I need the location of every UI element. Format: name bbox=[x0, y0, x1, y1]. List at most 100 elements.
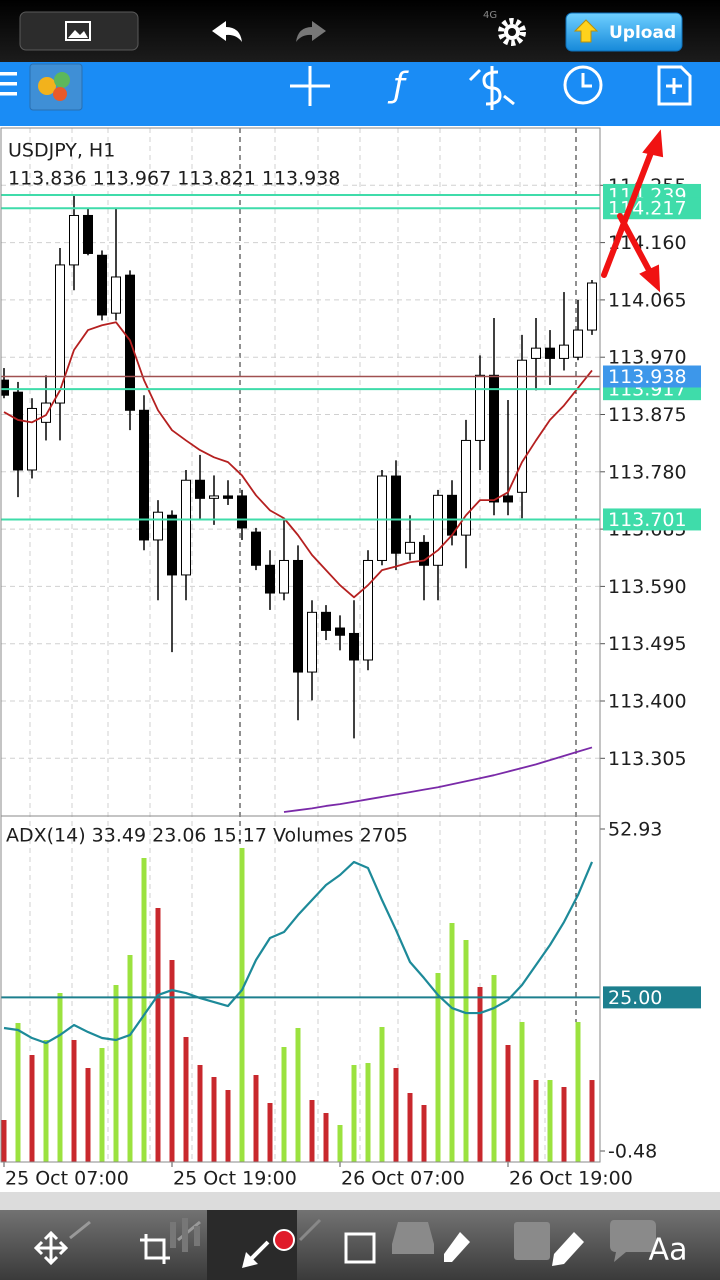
volume-bar bbox=[365, 1063, 371, 1162]
volume-bar bbox=[99, 1048, 105, 1162]
candle-body bbox=[1, 379, 9, 396]
volume-bar bbox=[71, 1040, 77, 1162]
candle-body bbox=[321, 611, 331, 631]
candle-body bbox=[363, 559, 373, 661]
volume-bar bbox=[533, 1080, 539, 1162]
chart-frame bbox=[0, 127, 601, 1163]
volume-bar bbox=[169, 960, 175, 1162]
toolbar bbox=[0, 62, 720, 126]
indicators-button[interactable]: ƒ bbox=[387, 66, 409, 106]
candle-body bbox=[559, 344, 569, 359]
move-tool[interactable] bbox=[33, 1220, 91, 1266]
volume-bar bbox=[393, 1068, 399, 1162]
app-logo[interactable] bbox=[29, 63, 83, 111]
y-tick-label: 52.93 bbox=[608, 819, 662, 841]
candle-body bbox=[139, 409, 149, 541]
candle-body bbox=[27, 407, 37, 471]
level-label: 113.701 bbox=[608, 509, 687, 531]
candle-body bbox=[419, 541, 429, 566]
volume-bar bbox=[505, 1045, 511, 1162]
volume-bar bbox=[589, 1080, 595, 1162]
volume-bar bbox=[183, 1037, 189, 1162]
volume-bar bbox=[519, 1022, 525, 1162]
volume-bar bbox=[547, 1080, 553, 1162]
ohlc-readout: 113.836 113.967 113.821 113.938 bbox=[8, 168, 340, 190]
candle-body bbox=[195, 479, 205, 499]
price-series bbox=[1, 194, 597, 813]
candle-body bbox=[433, 494, 443, 566]
inbox-tool[interactable] bbox=[392, 1222, 470, 1262]
volume-bar bbox=[491, 975, 497, 1162]
undo-button[interactable] bbox=[212, 21, 242, 42]
period-separators bbox=[29, 128, 577, 1162]
level-label-box bbox=[603, 986, 701, 1009]
edit-tool[interactable] bbox=[514, 1222, 584, 1266]
y-tick-label: 113.875 bbox=[608, 404, 687, 426]
candle-body bbox=[503, 495, 513, 503]
gallery-button[interactable] bbox=[19, 11, 139, 51]
adx-line bbox=[3, 860, 594, 1045]
candle-body bbox=[69, 214, 79, 266]
crosshair-button[interactable] bbox=[290, 66, 330, 106]
bottom-toolbar bbox=[0, 1210, 720, 1280]
candle-body bbox=[349, 632, 359, 661]
last-price-box bbox=[603, 365, 701, 388]
text-tool[interactable]: Aa bbox=[649, 1233, 688, 1268]
volume-bar bbox=[351, 1065, 357, 1162]
y-tick-label: 113.305 bbox=[608, 748, 687, 770]
candle-body bbox=[13, 391, 23, 471]
candle-body bbox=[573, 329, 583, 358]
candle-body bbox=[265, 564, 275, 594]
volume-bar bbox=[141, 858, 147, 1162]
volume-bar bbox=[337, 1125, 343, 1162]
volume-bar bbox=[197, 1065, 203, 1162]
candle-body bbox=[41, 402, 51, 423]
volume-bar bbox=[15, 1023, 21, 1162]
y-tick-label: 113.590 bbox=[608, 576, 687, 598]
candle-body bbox=[475, 374, 485, 441]
candle-body bbox=[517, 359, 527, 493]
x-tick-label: 26 Oct 07:00 bbox=[341, 1168, 465, 1190]
menu-button[interactable] bbox=[0, 72, 17, 96]
new-order-button[interactable] bbox=[657, 65, 692, 106]
y-tick-label: 114.065 bbox=[608, 289, 687, 311]
volume-bar bbox=[309, 1100, 315, 1162]
candle-body bbox=[167, 514, 177, 576]
candle-body bbox=[405, 541, 415, 554]
arrow-tool[interactable] bbox=[242, 1218, 322, 1268]
chart-title: USDJPY, H1 bbox=[8, 140, 115, 162]
x-tick-label: 26 Oct 19:00 bbox=[509, 1168, 633, 1190]
candle-body bbox=[181, 479, 191, 576]
volume-bar bbox=[421, 1105, 427, 1162]
settings-button[interactable] bbox=[498, 18, 526, 46]
level-label: 25.00 bbox=[608, 987, 662, 1009]
volume-bar bbox=[295, 1028, 301, 1162]
volume-bar bbox=[281, 1047, 287, 1162]
upload-label: Upload bbox=[609, 23, 676, 43]
candle-body bbox=[489, 374, 499, 503]
volume-bar bbox=[477, 987, 483, 1162]
trade-button[interactable] bbox=[468, 66, 515, 110]
moving-average bbox=[3, 321, 593, 599]
crop-tool[interactable] bbox=[140, 1218, 201, 1264]
y-tick-label: 114.160 bbox=[608, 232, 687, 254]
rectangle-tool[interactable] bbox=[344, 1232, 376, 1264]
volume-bar bbox=[407, 1093, 413, 1162]
volume-bar bbox=[435, 973, 441, 1162]
candle-body bbox=[545, 347, 555, 359]
volume-bar bbox=[43, 1040, 49, 1162]
candle-body bbox=[377, 475, 387, 561]
chat-tool[interactable] bbox=[610, 1220, 656, 1262]
redo-button[interactable] bbox=[296, 21, 326, 42]
volume-bar bbox=[561, 1087, 567, 1162]
candle-body bbox=[335, 627, 345, 636]
volume-bar bbox=[127, 955, 133, 1162]
volume-bar bbox=[57, 993, 63, 1162]
level-label-box bbox=[603, 508, 701, 531]
volume-bar bbox=[267, 1103, 273, 1162]
period-button[interactable] bbox=[563, 65, 603, 105]
upload-button[interactable]: Upload bbox=[565, 12, 683, 52]
candle-body bbox=[293, 559, 303, 673]
volume-bar bbox=[575, 1022, 581, 1162]
